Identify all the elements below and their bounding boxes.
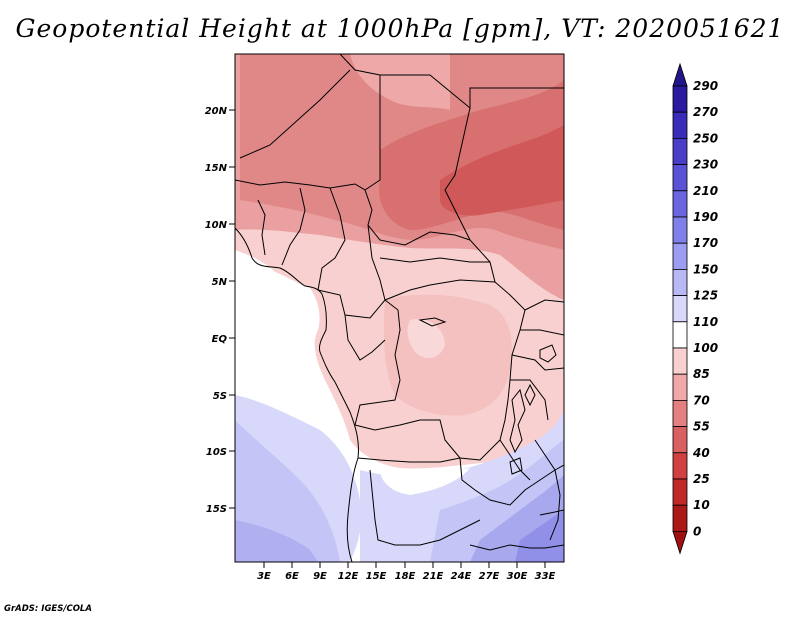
lon-label: 27E (479, 571, 500, 582)
colorbar-swatch (672, 216, 688, 244)
lon-label: 12E (338, 571, 359, 582)
colorbar-swatch (672, 321, 688, 349)
colorbar-label: 110 (693, 315, 718, 329)
colorbar-label: 170 (693, 236, 718, 250)
colorbar-label: 290 (693, 79, 718, 93)
country-borders (235, 54, 564, 562)
colorbar-swatch (672, 111, 688, 139)
colorbar-label: 0 (693, 524, 701, 538)
colorbar-swatch (672, 452, 688, 480)
lat-label: 15N (205, 163, 228, 174)
colorbar-label: 230 (693, 158, 718, 172)
map-frame (234, 53, 565, 563)
lon-label: 18E (395, 571, 416, 582)
lon-label: 30E (507, 571, 528, 582)
lon-label: 24E (451, 571, 472, 582)
colorbar-label: 10 (693, 498, 710, 512)
colorbar-top-arrow (672, 62, 688, 87)
lon-label: 15E (366, 571, 387, 582)
colorbar-swatch (672, 190, 688, 218)
lat-label: 5S (213, 391, 227, 402)
lon-label: 9E (313, 571, 327, 582)
lat-label: 20N (205, 106, 228, 117)
colorbar-label: 250 (693, 131, 718, 145)
lon-label: 6E (285, 571, 299, 582)
colorbar-label: 40 (692, 446, 710, 460)
colorbar-swatch (672, 268, 688, 296)
colorbar-swatch (672, 373, 688, 401)
colorbar-swatch (672, 399, 688, 427)
colorbar-swatch (672, 164, 688, 192)
colorbar-label: 55 (693, 420, 710, 434)
lat-label: 10N (205, 220, 228, 231)
lon-label: 3E (257, 571, 271, 582)
lat-label: EQ (212, 334, 228, 345)
colorbar-label: 210 (693, 184, 718, 198)
colorbar-label: 85 (693, 367, 710, 381)
lat-label: 15S (206, 504, 227, 515)
colorbar-label: 270 (693, 105, 718, 119)
colorbar-swatch (672, 295, 688, 323)
chart-title: Geopotential Height at 1000hPa [gpm], VT… (15, 14, 785, 43)
colorbar-swatch (672, 137, 688, 165)
colorbar-label: 70 (693, 393, 710, 407)
colorbar-bottom-arrow (672, 531, 688, 555)
height-field (235, 54, 564, 562)
colorbar-swatch (672, 426, 688, 454)
colorbar-label: 190 (693, 210, 718, 224)
lat-label: 5N (212, 277, 228, 288)
lon-axis: 3E 6E 9E 12E 15E 18E 21E 24E 27E 30E 33E (257, 562, 556, 582)
colorbar-swatch (672, 478, 688, 506)
colorbar: 2902702502302101901701501251101008570554… (672, 62, 718, 555)
colorbar-swatch (672, 347, 688, 375)
colorbar-label: 125 (693, 289, 718, 303)
lon-label: 33E (535, 571, 556, 582)
colorbar-swatch (672, 242, 688, 270)
grads-credit: GrADS: IGES/COLA (4, 604, 92, 614)
colorbar-swatch (672, 85, 688, 113)
colorbar-label: 150 (693, 262, 718, 276)
lat-axis: 20N 15N 10N 5N EQ 5S 10S 15S (205, 106, 235, 515)
colorbar-label: 25 (693, 472, 710, 486)
lon-label: 21E (423, 571, 444, 582)
colorbar-label: 100 (693, 341, 718, 355)
lat-label: 10S (206, 447, 227, 458)
colorbar-swatch (672, 504, 688, 532)
